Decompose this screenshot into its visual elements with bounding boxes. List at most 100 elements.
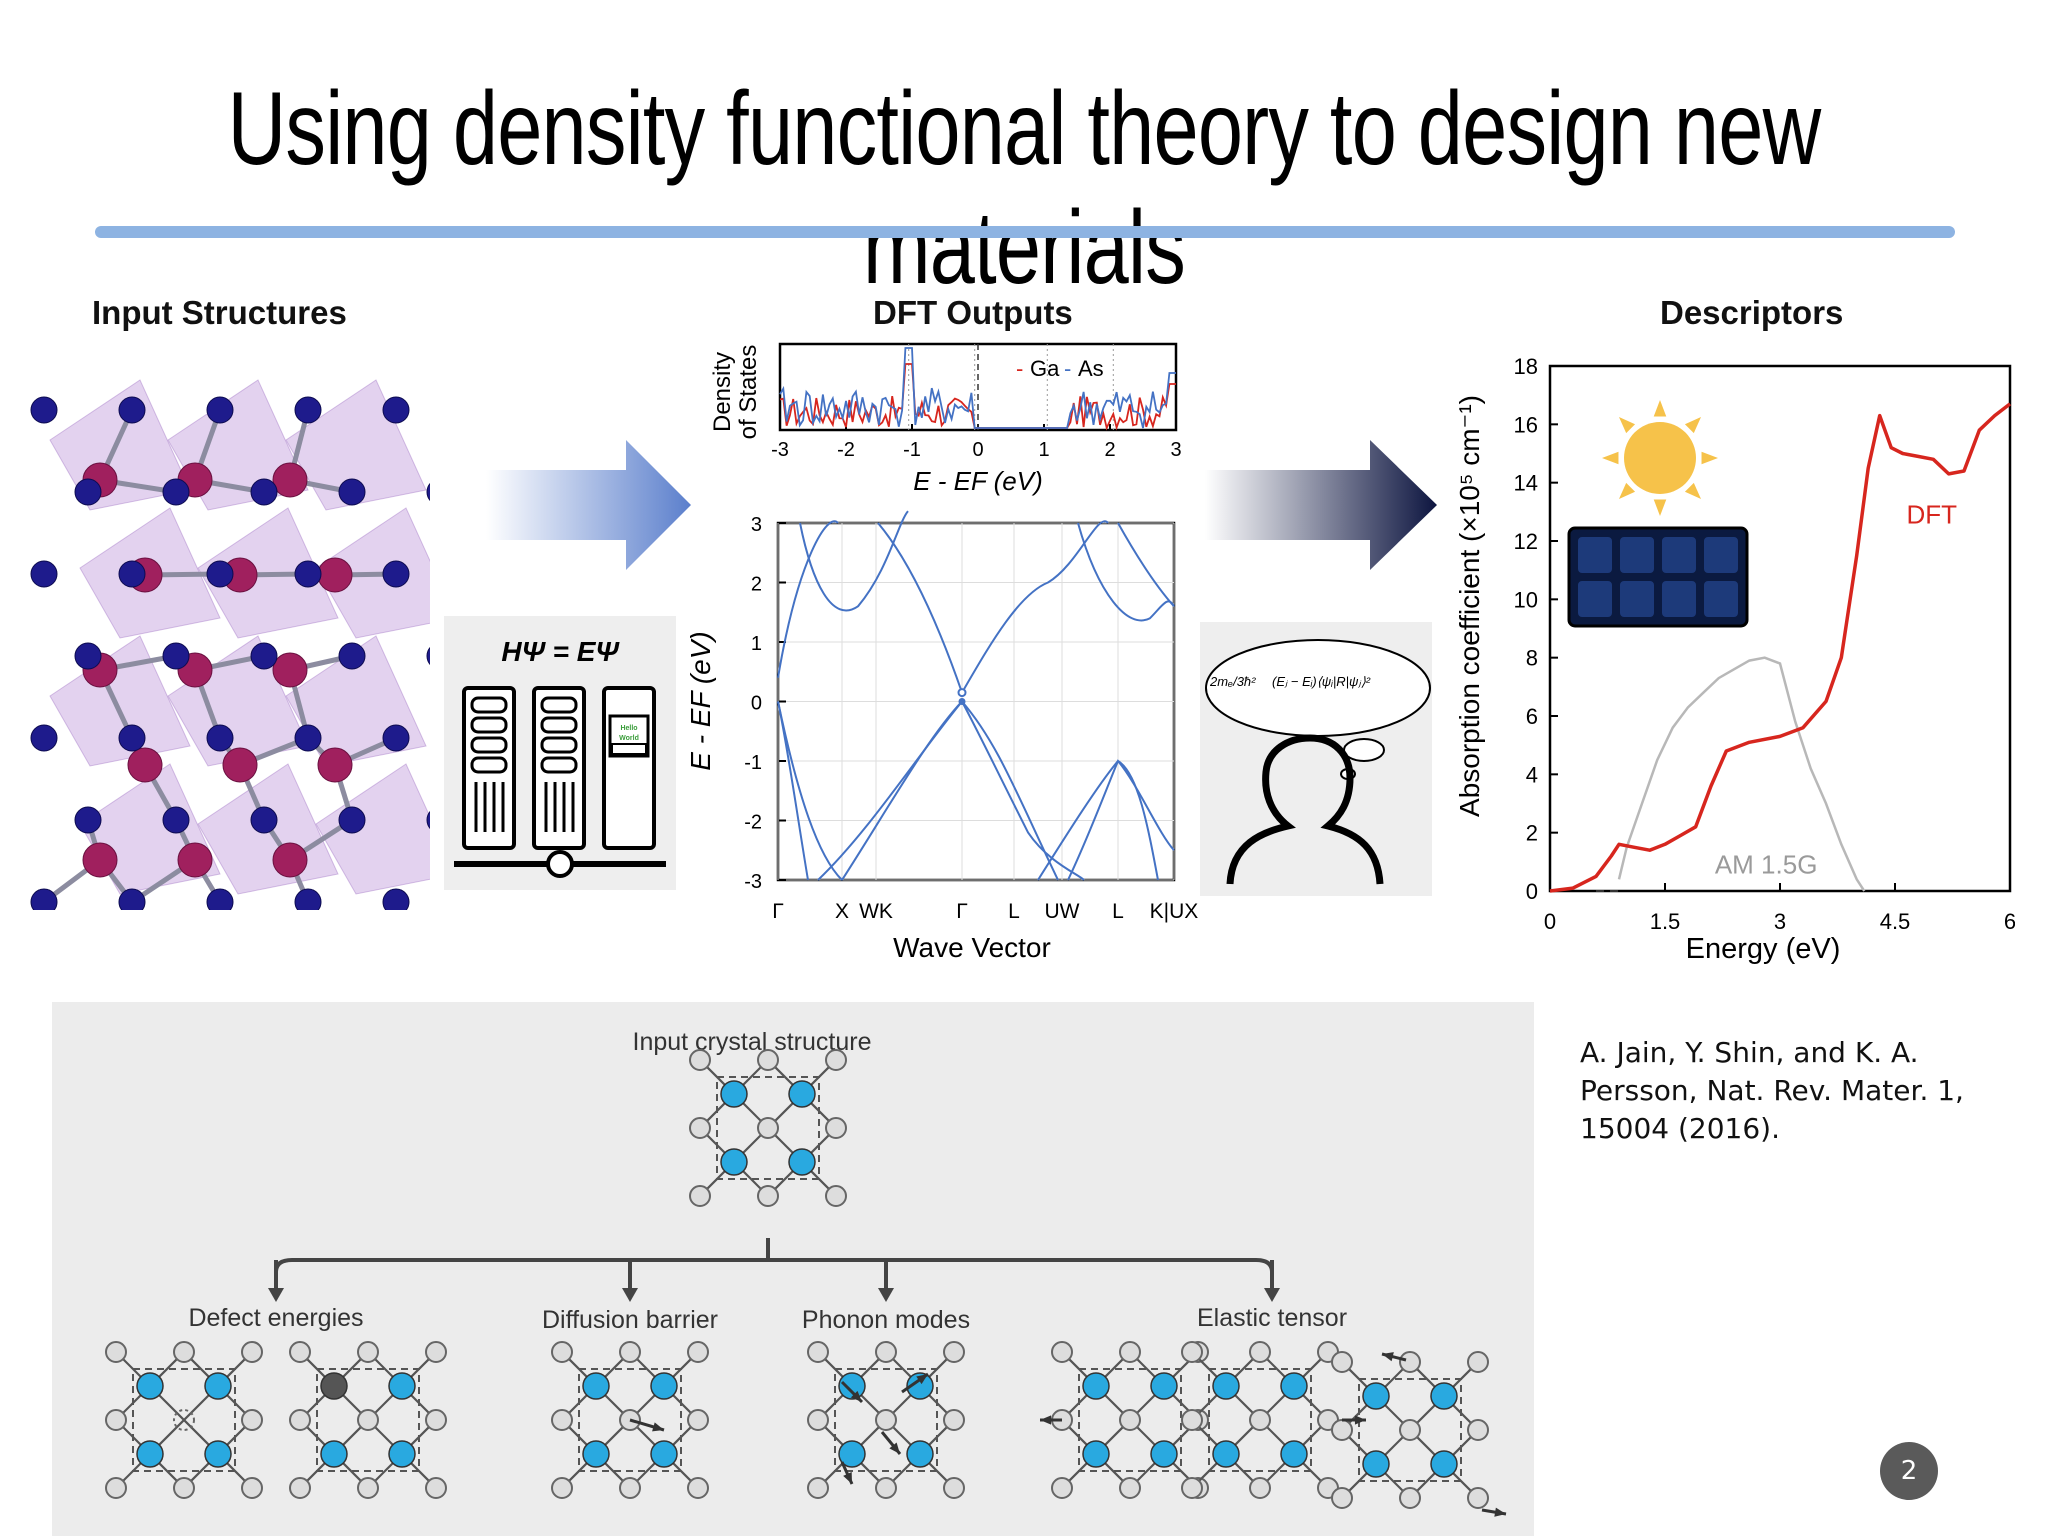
arsenic-atom (118, 724, 146, 752)
screen-text-hello: Hello (620, 725, 637, 732)
crystal-lattice (689, 1049, 847, 1207)
unit-cell-outline (716, 1076, 820, 1180)
band-line (1117, 522, 1175, 607)
dopant-atom (1430, 1450, 1458, 1478)
arsenic-atom (118, 396, 146, 424)
arsenic-atom (250, 806, 278, 834)
absorption-y-tick-label: 18 (1514, 354, 1538, 379)
server-rack-icon: Hello World (454, 686, 666, 878)
workflow-diagram: Input crystal structure Defect energies … (105, 1028, 1507, 1517)
arsenic-atom (118, 888, 146, 910)
scientist-thinking-panel: 2mₑ/3ħ² (Eⱼ − Eᵢ)⟨ψᵢ|R|ψⱼ⟩² (1200, 622, 1432, 896)
dos-ylabel-1: Density (709, 352, 736, 432)
host-atom (1249, 1409, 1271, 1431)
host-atom (105, 1341, 127, 1363)
dopant-atom (1212, 1440, 1240, 1468)
host-atom (1399, 1419, 1421, 1441)
host-atom (943, 1477, 965, 1499)
absorption-x-tick-label: 4.5 (1880, 909, 1911, 934)
arsenic-atom (382, 888, 410, 910)
dft-absorption-line (1549, 402, 2012, 893)
dopant-atom (1280, 1372, 1308, 1400)
host-atom (943, 1341, 965, 1363)
substituted-atom (320, 1372, 348, 1400)
computer-cluster-panel: HΨ = EΨ Hello World (444, 616, 676, 890)
host-atom (1051, 1341, 1073, 1363)
dopant-atom (136, 1372, 164, 1400)
dopant-atom (1212, 1372, 1240, 1400)
dopant-atom (720, 1148, 748, 1176)
arsenic-atom (206, 396, 234, 424)
sun-icon (1602, 400, 1718, 516)
dopant-atom (1150, 1440, 1178, 1468)
arsenic-atom (74, 478, 102, 506)
arsenic-atom (162, 478, 190, 506)
dopant-atom (1280, 1440, 1308, 1468)
absorption-y-tick-label: 8 (1526, 646, 1538, 671)
absorption-x-tick-label: 1.5 (1650, 909, 1681, 934)
dos-legend-ga: Ga (1030, 356, 1060, 381)
host-atom (807, 1477, 829, 1499)
motion-arrowhead (652, 1422, 664, 1432)
arsenic-atom (426, 482, 430, 502)
band-line (777, 701, 809, 881)
dopant-atom (838, 1440, 866, 1468)
host-atom (105, 1477, 127, 1499)
motion-arrowhead (1382, 1352, 1394, 1362)
motion-arrowhead (889, 1442, 900, 1454)
absorption-y-tick-label: 10 (1514, 587, 1538, 612)
host-atom (1399, 1351, 1421, 1373)
host-atom (689, 1117, 711, 1139)
dopant-atom (1150, 1372, 1178, 1400)
host-atom (875, 1409, 897, 1431)
host-atom (425, 1341, 447, 1363)
dopant-atom (582, 1372, 610, 1400)
bands-k-label: UW (1045, 900, 1080, 923)
polyhedron-face (315, 763, 430, 895)
bands-y-tick-label: 1 (751, 633, 762, 655)
crystal-lattice (289, 1341, 447, 1499)
thought-bubble-icon: 2mₑ/3ħ² (Eⱼ − Eᵢ)⟨ψᵢ|R|ψⱼ⟩² (1205, 639, 1431, 885)
arsenic-atom (206, 560, 234, 588)
absorption-x-tick-label: 0 (1544, 909, 1556, 934)
bands-k-label: L (1112, 900, 1124, 923)
absorption-equation-body: (Eⱼ − Eᵢ)⟨ψᵢ|R|ψⱼ⟩² (1272, 674, 1371, 689)
dopant-atom (1082, 1440, 1110, 1468)
absorption-y-tick-label: 16 (1514, 412, 1538, 437)
dopant-atom (906, 1440, 934, 1468)
host-atom (875, 1341, 897, 1363)
bands-k-label: WK (859, 900, 893, 923)
absorption-y-tick-label: 14 (1514, 471, 1538, 496)
host-atom (289, 1341, 311, 1363)
sun-ray (1701, 451, 1718, 465)
gallium-atom (272, 462, 308, 498)
sun-ray (1618, 482, 1636, 500)
arsenic-atom (338, 642, 366, 670)
dopant-atom (838, 1372, 866, 1400)
motion-arrowhead (1494, 1507, 1506, 1517)
dos-curve (779, 347, 1176, 429)
dopant-atom (1430, 1382, 1458, 1410)
absorption-y-tick-label: 2 (1526, 821, 1538, 846)
gallium-atom (317, 747, 353, 783)
absorption-chart: Absorption coefficient (×10⁵ cm⁻¹) Energ… (1455, 354, 2015, 965)
gallium-atom (272, 652, 308, 688)
dopant-atom (788, 1080, 816, 1108)
host-atom (173, 1341, 195, 1363)
am15g-annotation: AM 1.5G (1715, 850, 1818, 880)
motion-arrowhead (1354, 1415, 1366, 1425)
bands-k-label: Γ (772, 900, 784, 923)
phonon-modes-label: Phonon modes (802, 1306, 970, 1334)
host-atom (943, 1409, 965, 1431)
am15g-spectrum-line (1617, 656, 1866, 892)
unit-cell-outline (316, 1368, 420, 1472)
gallium-atom (127, 747, 163, 783)
motion-arrowhead (843, 1472, 852, 1484)
gallium-atom (317, 557, 353, 593)
host-atom (687, 1341, 709, 1363)
gallium-atom (82, 842, 118, 878)
arsenic-atom (74, 806, 102, 834)
dos-x-tick: 0 (972, 439, 983, 461)
arsenic-atom (382, 396, 410, 424)
host-atom (757, 1049, 779, 1071)
